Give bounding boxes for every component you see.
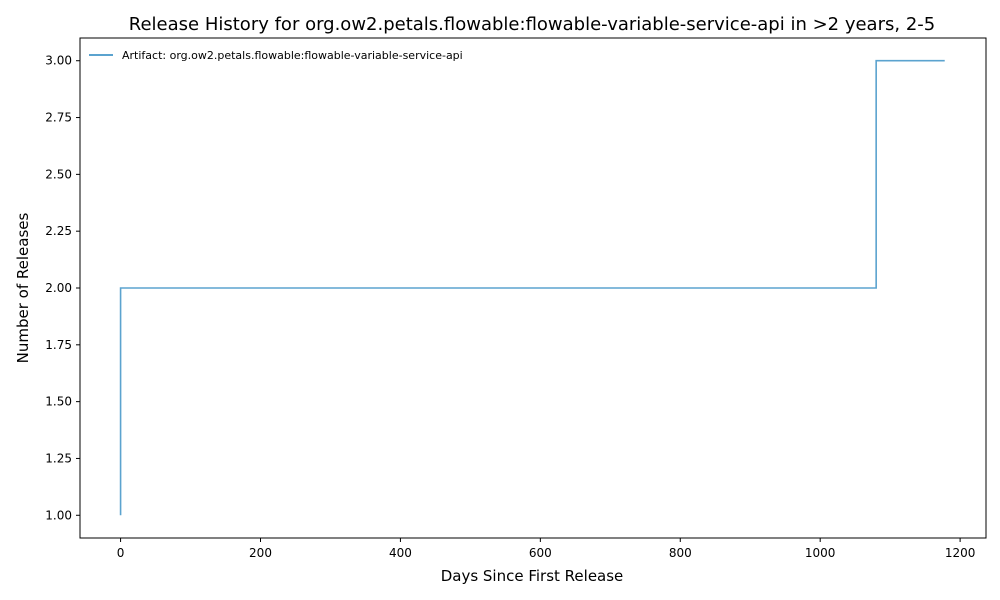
y-tick-label: 2.75 [45, 111, 72, 125]
x-tick-label: 600 [529, 546, 552, 560]
y-tick-label: 1.50 [45, 395, 72, 409]
y-tick-label: 1.25 [45, 451, 72, 465]
series-layer [119, 59, 945, 516]
x-tick-label: 200 [249, 546, 272, 560]
y-axis-title: Number of Releases [14, 212, 32, 363]
x-tick-label: 1200 [945, 546, 976, 560]
y-tick-label: 2.00 [45, 281, 72, 295]
x-axis-title: Days Since First Release [441, 567, 624, 585]
legend: Artifact: org.ow2.petals.flowable:flowab… [89, 49, 463, 62]
legend-label: Artifact: org.ow2.petals.flowable:flowab… [122, 49, 463, 62]
y-axis-ticks: 1.00 1.25 1.50 1.75 2.00 2.25 2.50 2.75 3.00 [45, 54, 80, 522]
x-tick-label: 400 [389, 546, 412, 560]
y-tick-label: 1.00 [45, 508, 72, 522]
plot-area [79, 37, 987, 539]
y-tick-label: 2.50 [45, 167, 72, 181]
series-line [119, 59, 945, 516]
y-tick-label: 1.75 [45, 338, 72, 352]
x-tick-label: 800 [669, 546, 692, 560]
x-axis-ticks: 0 200 400 600 800 1000 1200 [117, 538, 976, 560]
x-tick-label: 0 [117, 546, 125, 560]
y-tick-label: 3.00 [45, 54, 72, 68]
y-tick-label: 2.25 [45, 224, 72, 238]
x-tick-label: 1000 [805, 546, 836, 560]
chart-title: Release History for org.ow2.petals.flowa… [129, 14, 935, 35]
